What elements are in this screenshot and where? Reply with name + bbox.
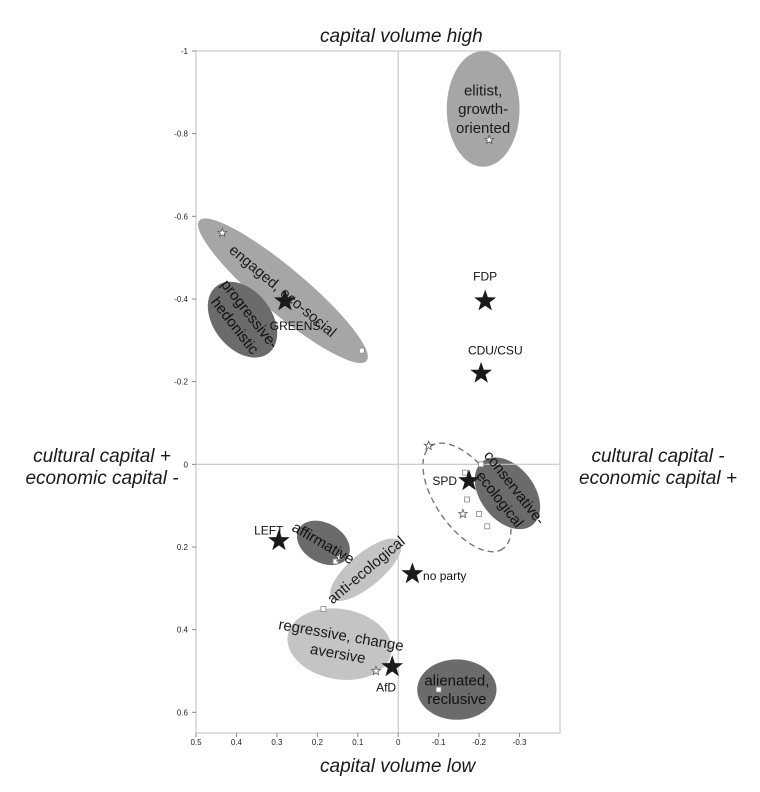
milieu-star-marker [370, 665, 382, 676]
milieu-square-marker [462, 469, 468, 476]
cluster-elitist-label-line: growth- [458, 101, 508, 118]
cluster-elitist-ellipse [446, 51, 520, 167]
x-tick-label: 0.1 [352, 738, 364, 747]
party-label-left: LEFT [254, 523, 284, 537]
right-axis-label-line2: economic capital + [579, 468, 737, 489]
cluster-alienated-label-line: alienated, [424, 672, 489, 689]
title-top: capital volume high [320, 26, 483, 47]
cluster-alienated-label: alienated, reclusive [424, 672, 489, 708]
cluster-affirmative-ellipse [296, 520, 350, 566]
party-star-left [268, 529, 290, 551]
cluster-layer [198, 51, 541, 720]
party-star-spd [458, 469, 480, 491]
party-star-noparty [401, 562, 424, 584]
cluster-elitist-label-line: oriented [456, 120, 510, 137]
milieu-square-marker [358, 347, 365, 354]
cluster-alienated-label-line: reclusive [427, 691, 486, 708]
y-tick-label: 0 [184, 460, 189, 469]
y-tick-label: -1 [181, 47, 189, 56]
y-tick-label: -0.8 [174, 130, 188, 139]
party-star-greens [274, 289, 296, 311]
x-tick-label: 0.5 [190, 738, 202, 747]
milieu-square-marker [464, 496, 470, 503]
left-axis-label: cultural capital + economic capital - [2, 446, 202, 490]
y-tick-label: 0.2 [177, 543, 189, 552]
milieu-star-marker [457, 508, 469, 519]
y-tick-label: 0.6 [177, 708, 189, 717]
party-label-cducsu: CDU/CSU [468, 344, 523, 358]
milieu-star-marker [483, 134, 495, 145]
milieu-square-marker [320, 606, 327, 612]
y-tick-label: -0.2 [174, 378, 188, 387]
left-axis-label-line2: economic capital - [25, 468, 179, 489]
x-tick-label: -0.3 [513, 738, 527, 747]
x-tick-label: -0.1 [432, 738, 446, 747]
party-star-afd [381, 655, 404, 677]
y-tick-label: -0.4 [174, 295, 188, 304]
party-star-cducsu [470, 361, 493, 383]
title-bottom: capital volume low [320, 756, 476, 777]
cluster-anti-ellipse [330, 538, 402, 602]
milieu-square-marker [476, 511, 483, 517]
cluster-progressive-ellipse [207, 281, 278, 358]
cluster-elitist-label: elitist, growth-oriented [456, 82, 510, 137]
cluster-alienated-ellipse [417, 659, 497, 720]
milieu-square-marker [435, 686, 442, 693]
party-star-fdp [474, 289, 497, 311]
right-axis-label-line1: cultural capital - [591, 446, 725, 467]
axes-layer: 0.5 0.4 0.3 0.2 0.1 0 -0.1 -0.2 -0.3 -1 -0.8 -0.6 -0… [174, 47, 561, 747]
x-tick-label: 0 [396, 738, 401, 747]
cluster-elitist-label-line: elitist, [464, 82, 502, 99]
party-label-afd: AfD [376, 681, 396, 695]
party-label-spd: SPD [432, 474, 457, 488]
milieu-star-marker [423, 440, 434, 451]
party-label-noparty: no party [423, 569, 466, 583]
milieu-square-marker [484, 523, 491, 530]
milieu-square-marker [478, 461, 485, 468]
x-tick-label: -0.2 [472, 738, 486, 747]
marker-layer [216, 134, 497, 693]
y-tick-label: -0.6 [174, 212, 188, 221]
plot-frame [195, 50, 561, 734]
cluster-engaged-ellipse [198, 218, 368, 364]
milieu-star-marker [216, 227, 228, 238]
x-tick-label: 0.3 [271, 738, 283, 747]
y-tick-label: 0.4 [177, 626, 189, 635]
left-axis-label-line1: cultural capital + [33, 446, 171, 467]
party-label-fdp: FDP [473, 269, 497, 283]
x-tick-label: 0.2 [312, 738, 324, 747]
cluster-regressive-ellipse [287, 608, 392, 680]
x-tick-label: 0.4 [231, 738, 243, 747]
milieu-square-marker [332, 558, 339, 565]
cluster-conservative-ellipse [474, 457, 541, 530]
party-label-greens: GREENS [270, 319, 321, 333]
milieu-star-marker [334, 551, 345, 562]
right-axis-label: cultural capital - economic capital + [560, 446, 756, 490]
